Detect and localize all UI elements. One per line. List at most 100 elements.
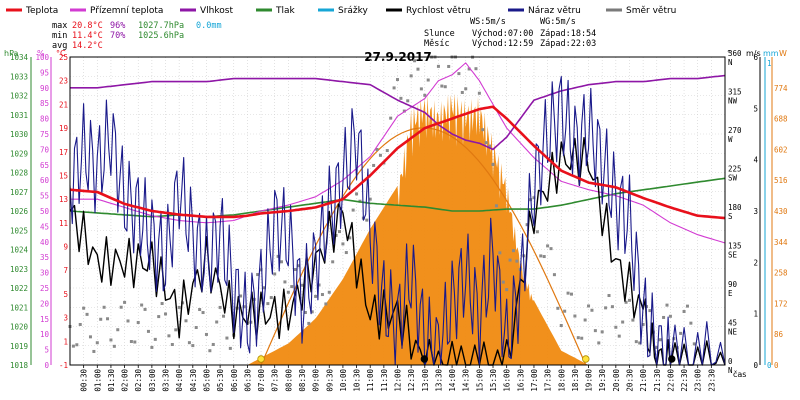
tick-label-dir: SE bbox=[728, 251, 738, 260]
wind-direction-point bbox=[184, 319, 188, 323]
tick-label-deg: 270 bbox=[728, 126, 742, 135]
tick-label-dir: NW bbox=[728, 97, 738, 106]
wind-direction-point bbox=[355, 192, 359, 196]
wind-direction-point bbox=[177, 305, 181, 309]
tick-label-dir: N bbox=[728, 366, 733, 375]
wind-direction-point bbox=[515, 259, 519, 263]
sunset-marker bbox=[582, 355, 590, 363]
tick-label-deg: 180 bbox=[728, 203, 742, 212]
wind-direction-point bbox=[303, 310, 307, 314]
wind-direction-point bbox=[191, 344, 195, 348]
stat-avg-label: avg bbox=[52, 41, 67, 51]
legend-item-naraz-vetru[interactable]: Náraz větru bbox=[508, 6, 581, 16]
tick-label-pct: 60 bbox=[40, 176, 50, 185]
legend-item-prizemni-teplota[interactable]: Přízemní teplota bbox=[70, 6, 163, 16]
info-moon-label: Měsíc bbox=[424, 39, 450, 49]
tick-label-time: 15:30 bbox=[489, 369, 498, 392]
wind-direction-point bbox=[140, 303, 144, 307]
astro-markers bbox=[257, 355, 676, 363]
axis-unit-wm2: W bbox=[779, 49, 787, 58]
tick-label-time: 23:00 bbox=[694, 369, 703, 392]
tick-label-time: 01:30 bbox=[107, 369, 116, 392]
stat-min-hum: 70% bbox=[110, 31, 125, 41]
wind-direction-point bbox=[300, 283, 304, 287]
tick-label-time: 20:30 bbox=[625, 369, 634, 392]
wind-direction-point bbox=[95, 341, 99, 345]
tick-label-time: 03:00 bbox=[148, 369, 157, 392]
tick-label-time: 19:00 bbox=[585, 369, 594, 392]
legend-item-vlhkost[interactable]: Vlhkost bbox=[180, 6, 233, 16]
tick-label-deg: 360 bbox=[728, 49, 742, 58]
wind-direction-point bbox=[143, 307, 147, 311]
tick-label-hpa: 1022 bbox=[10, 284, 28, 293]
wind-direction-point bbox=[488, 144, 492, 148]
wind-direction-point bbox=[283, 280, 287, 284]
tick-label-wm2: 602 bbox=[774, 145, 788, 154]
wind-direction-point bbox=[99, 317, 103, 321]
wind-direction-point bbox=[109, 338, 113, 342]
wind-direction-point bbox=[211, 342, 215, 346]
wind-direction-point bbox=[617, 334, 621, 338]
tick-label-dir: N bbox=[728, 58, 733, 67]
wind-direction-point bbox=[689, 321, 693, 325]
wind-direction-point bbox=[484, 141, 488, 145]
tick-label-dir: SW bbox=[728, 174, 738, 183]
tick-label-time: 06:30 bbox=[243, 369, 252, 392]
tick-label-time: 11:30 bbox=[380, 369, 389, 392]
legend-item-tlak[interactable]: Tlak bbox=[256, 6, 296, 16]
tick-label-time: 04:00 bbox=[175, 369, 184, 392]
wind-direction-point bbox=[535, 230, 539, 234]
wind-direction-point bbox=[78, 322, 82, 326]
wind-direction-point bbox=[607, 294, 611, 298]
info-moon-rise: Východ:12:59 bbox=[472, 39, 533, 49]
tick-label-dir: S bbox=[728, 212, 733, 221]
series-line-rychlost-větru bbox=[69, 137, 726, 366]
wind-direction-point bbox=[280, 260, 284, 264]
tick-label-hpa: 1023 bbox=[10, 265, 28, 274]
wind-direction-point bbox=[532, 196, 536, 200]
plot-frame bbox=[69, 56, 726, 366]
wind-direction-point bbox=[396, 78, 399, 82]
wind-direction-point bbox=[194, 326, 198, 330]
tick-label-wm2: 258 bbox=[774, 269, 788, 278]
wind-direction-point bbox=[477, 91, 481, 95]
tick-label-degc: 7 bbox=[63, 266, 68, 275]
tick-label-dir: W bbox=[728, 135, 733, 144]
tick-label-wm2: 774 bbox=[774, 84, 788, 93]
wind-direction-point bbox=[256, 273, 260, 277]
wind-direction-point bbox=[685, 304, 689, 308]
tick-label-pct: 15 bbox=[40, 315, 49, 324]
tick-label-degc: 21 bbox=[59, 100, 68, 109]
tick-label-wm2: 0 bbox=[774, 361, 779, 370]
tick-label-pct: 55 bbox=[40, 192, 49, 201]
legend-item-rychlost-vetru[interactable]: Rychlost větru bbox=[386, 6, 471, 16]
wind-direction-point bbox=[600, 330, 604, 334]
wind-direction-point bbox=[457, 72, 461, 76]
moonrise-marker bbox=[420, 355, 429, 363]
legend-item-srazky[interactable]: Srážky bbox=[318, 6, 369, 16]
moonset-marker bbox=[668, 355, 676, 363]
stat-min-press: 1025.6hPa bbox=[138, 31, 184, 41]
wind-direction-point bbox=[416, 67, 420, 71]
tick-label-hpa: 1020 bbox=[10, 323, 29, 332]
legend-item-smer-vetru[interactable]: Směr větru bbox=[606, 6, 676, 16]
legend-item-teplota[interactable]: Teplota bbox=[6, 6, 58, 16]
wind-direction-point bbox=[164, 312, 168, 316]
wind-direction-point bbox=[228, 346, 232, 350]
wind-direction-point bbox=[552, 273, 556, 277]
tick-label-time: 02:30 bbox=[134, 369, 143, 392]
wind-direction-point bbox=[440, 84, 444, 88]
tick-label-ms: 4 bbox=[753, 156, 758, 165]
tick-label-time: 20:00 bbox=[612, 369, 621, 392]
wind-direction-point bbox=[566, 291, 570, 295]
wind-direction-point bbox=[331, 260, 335, 264]
tick-label-time: 23:30 bbox=[707, 369, 716, 392]
wind-direction-point bbox=[447, 64, 451, 68]
tick-label-time: 08:00 bbox=[284, 369, 293, 392]
wind-direction-point bbox=[225, 336, 229, 340]
tick-label-hpa: 1018 bbox=[10, 361, 29, 370]
tick-label-time: 09:30 bbox=[325, 369, 334, 392]
tick-label-hpa: 1021 bbox=[10, 303, 28, 312]
tick-label-ms: 5 bbox=[753, 104, 758, 113]
wind-direction-point bbox=[375, 147, 379, 151]
